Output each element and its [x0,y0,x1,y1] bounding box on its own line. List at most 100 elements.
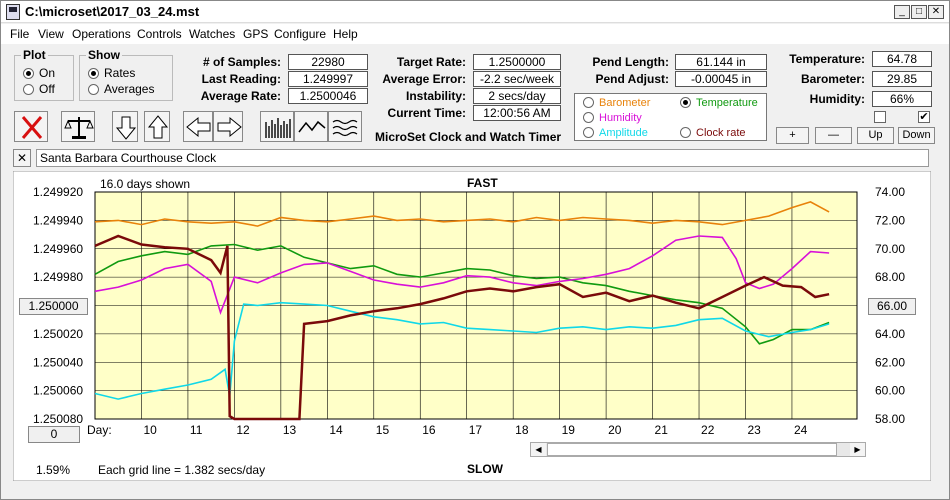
plot-group: Plot On Off [14,48,74,101]
temp-value-button[interactable]: 66.00 [868,298,916,315]
radio-icon [88,84,99,95]
radio-selected-icon [680,97,691,108]
right-arrow-button[interactable] [213,111,243,142]
time-scrollbar[interactable]: ◀ ▶ [530,442,866,457]
pend-length-label: Pend Length: [592,55,669,69]
average-rate-label: Average Rate: [200,89,281,103]
left-arrow-button[interactable] [183,111,213,142]
current-time-value: 12:00:56 AM [473,105,561,121]
target-rate-value: 1.2500000 [473,54,561,70]
line-graph-icon [298,120,326,133]
up-button[interactable]: Up [857,127,894,144]
left-arrow-icon [186,116,211,138]
scroll-right-icon[interactable]: ▶ [850,443,865,456]
menu-watches[interactable]: Watches [189,27,236,41]
env-checkbox-2[interactable]: ✔ [918,111,930,123]
right-axis-tick: 62.00 [875,355,905,369]
pend-adjust-value: -0.00045 in [675,71,767,87]
down-arrow-button[interactable] [112,111,138,142]
show-rates-radio[interactable]: Rates [88,66,135,80]
menu-gps[interactable]: GPS [243,27,269,41]
bar-graph-icon [265,118,291,138]
app-icon [6,4,20,20]
x-axis-tick: 21 [655,423,669,437]
barometer-label: Barometer: [800,72,865,86]
close-icon[interactable]: ✕ [928,5,944,19]
title-bar: C:\microset\2017_03_24.mst _ □ ✕ [1,1,949,23]
instability-label: Instability: [405,89,466,103]
x-axis-label: Day: [87,423,112,437]
menu-operations[interactable]: Operations [72,27,131,41]
legend-temperature-radio[interactable]: Temperature [680,97,758,109]
last-reading-value: 1.249997 [288,71,368,87]
pend-length-value: 61.144 in [675,54,767,70]
legend-amplitude-radio[interactable]: Amplitude [583,127,648,139]
minus-button[interactable]: — [815,127,852,144]
scroll-left-icon[interactable]: ◀ [531,443,546,456]
left-axis-tick: 1.250080 [33,412,83,426]
left-axis-tick: 1.250040 [33,355,83,369]
menu-configure[interactable]: Configure [274,27,327,41]
plot-on-label: On [39,66,56,80]
line-graph-button[interactable] [294,111,328,142]
plot-off-radio[interactable]: Off [23,82,55,96]
series-line-temperature [94,243,830,345]
legend-barometer-radio[interactable]: Barometer [583,97,650,109]
left-axis-tick: 1.249920 [33,185,83,199]
radio-icon [680,127,691,138]
series-legend: Barometer Temperature Humidity Amplitude… [574,93,767,141]
env-checkbox-1[interactable] [874,111,886,123]
series-line-humidity [94,235,830,316]
scroll-thumb[interactable] [547,443,837,456]
target-rate-label: Target Rate: [396,55,466,69]
radio-icon [583,127,594,138]
show-group: Show Rates Averages [79,48,173,101]
balance-scale-icon [64,117,94,139]
minimize-icon[interactable]: _ [894,5,910,19]
series-line-amplitude [94,301,830,400]
x-axis-tick: 13 [283,423,297,437]
legend-temperature-label: Temperature [696,97,758,109]
up-arrow-button[interactable] [144,111,170,142]
menu-file[interactable]: File [10,27,30,41]
menu-help[interactable]: Help [333,27,358,41]
show-averages-radio[interactable]: Averages [88,82,154,96]
plot-on-radio[interactable]: On [23,66,55,80]
left-axis-tick: 1.250020 [33,327,83,341]
humidity-label: Humidity: [809,92,865,106]
legend-clock-rate-radio[interactable]: Clock rate [680,127,746,139]
menu-controls[interactable]: Controls [137,27,182,41]
fast-label: FAST [467,176,498,190]
radio-icon [583,112,594,123]
wave-button[interactable] [328,111,362,142]
bars-button[interactable] [260,111,294,142]
series-line-clock-rate [94,234,830,421]
legend-humidity-radio[interactable]: Humidity [583,112,642,124]
down-button[interactable]: Down [898,127,935,144]
menu-view[interactable]: View [38,27,64,41]
x-axis-tick: 17 [469,423,483,437]
left-axis-tick: 1.249940 [33,213,83,227]
clock-name-input[interactable]: Santa Barbara Courthouse Clock [36,149,929,167]
clear-name-button[interactable]: ✕ [13,149,31,167]
percent-label: 1.59% [36,463,71,477]
clear-button[interactable] [14,111,48,142]
rate-value-button[interactable]: 1.250000 [19,298,88,315]
radio-icon [583,97,594,108]
right-axis-tick: 60.00 [875,384,905,398]
barometer-value: 29.85 [872,71,932,87]
x-axis-tick: 20 [608,423,622,437]
right-axis-tick: 68.00 [875,270,905,284]
offset-button[interactable]: 0 [28,426,80,443]
show-group-label: Show [86,48,122,62]
plot-off-label: Off [39,82,55,96]
legend-barometer-label: Barometer [599,97,651,109]
maximize-icon[interactable]: □ [911,5,927,19]
show-averages-label: Averages [104,82,155,96]
balance-button[interactable] [61,111,95,142]
plus-button[interactable]: + [776,127,809,144]
right-arrow-icon [217,116,242,138]
chart-panel: 1.249920 74.00 1.249940 72.00 1.249960 70.00 1… [12,170,932,482]
grid-note-label: Each grid line = 1.382 secs/day [98,463,266,477]
temperature-value: 64.78 [872,51,932,67]
